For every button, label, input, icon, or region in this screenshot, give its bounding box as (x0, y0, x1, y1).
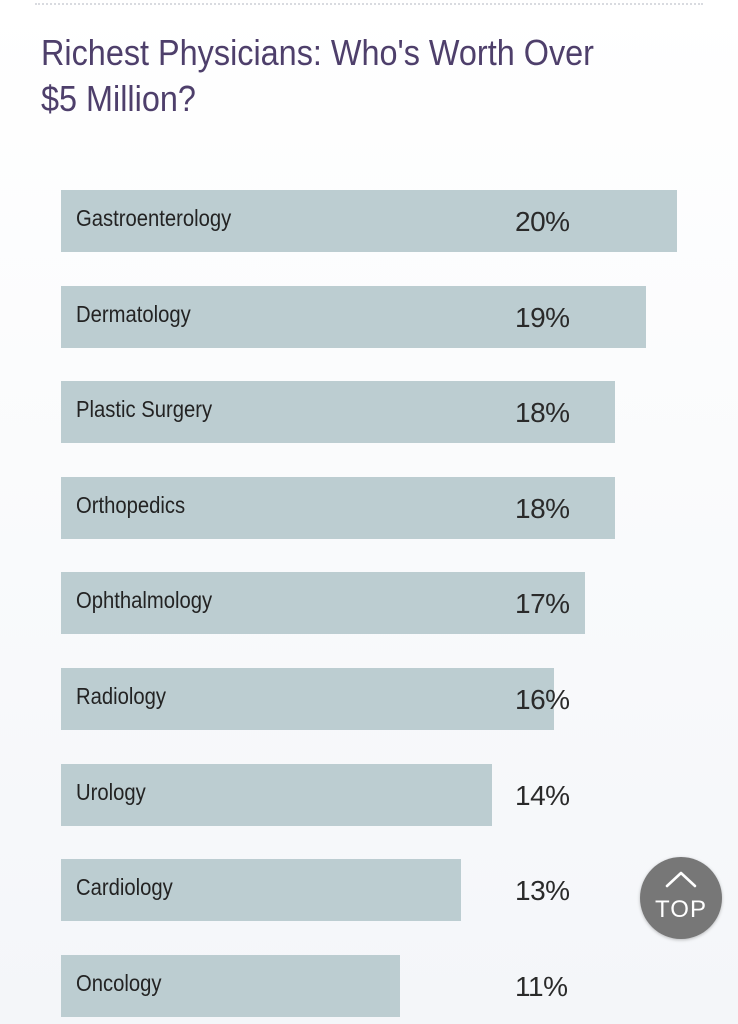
bar-category-label: Radiology (76, 683, 167, 709)
scroll-to-top-label: TOP (655, 896, 707, 923)
bar-value-label: 20% (515, 206, 570, 237)
bar-category-label: Orthopedics (76, 492, 186, 518)
bar-value-label: 13% (515, 875, 570, 906)
bar-category-label: Ophthalmology (76, 587, 213, 613)
bar-value-label: 18% (515, 397, 570, 428)
bar (61, 668, 554, 730)
bar-category-label: Gastroenterology (76, 205, 232, 231)
bar (61, 381, 615, 443)
bar (61, 477, 615, 539)
bar-value-label: 16% (515, 684, 570, 715)
bar-category-label: Oncology (76, 970, 162, 996)
bar-category-label: Cardiology (76, 874, 173, 900)
bar-category-label: Plastic Surgery (76, 396, 213, 422)
scroll-to-top-button[interactable]: TOP (640, 857, 722, 939)
bar (61, 859, 461, 921)
chart-title: Richest Physicians: Who's Worth Over $5 … (41, 32, 594, 119)
bar (61, 764, 492, 826)
bar-value-label: 11% (515, 971, 568, 1002)
bar (61, 572, 585, 634)
bar-category-label: Dermatology (76, 301, 191, 327)
bar (61, 190, 677, 252)
bar-category-label: Urology (76, 779, 146, 805)
top-divider (35, 3, 703, 5)
chevron-up-icon (665, 871, 697, 888)
bar-value-label: 14% (515, 780, 570, 811)
bar-value-label: 18% (515, 493, 570, 524)
bar (61, 286, 646, 348)
bar (61, 955, 400, 1017)
bar-value-label: 17% (515, 588, 570, 619)
bar-value-label: 19% (515, 302, 570, 333)
